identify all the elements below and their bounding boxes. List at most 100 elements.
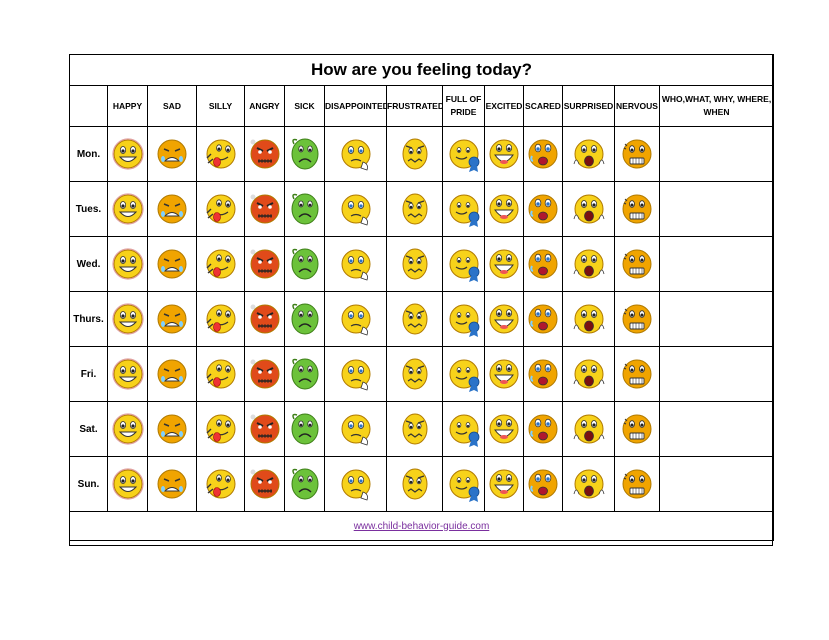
face-cell[interactable]	[386, 181, 443, 237]
face-cell[interactable]	[147, 126, 197, 182]
face-cell[interactable]	[562, 456, 615, 512]
face-cell[interactable]	[562, 181, 615, 237]
face-cell[interactable]	[284, 126, 325, 182]
face-cell[interactable]	[614, 401, 660, 457]
face-cell[interactable]	[107, 236, 148, 292]
notes-cell[interactable]	[658, 291, 775, 347]
surprised-face-icon	[564, 409, 614, 449]
face-cell[interactable]	[324, 181, 387, 237]
face-cell[interactable]	[196, 291, 245, 347]
face-cell[interactable]	[244, 236, 285, 292]
face-cell[interactable]	[484, 236, 524, 292]
face-cell[interactable]	[523, 346, 563, 402]
face-cell[interactable]	[523, 456, 563, 512]
face-cell[interactable]	[196, 401, 245, 457]
face-cell[interactable]	[484, 291, 524, 347]
face-cell[interactable]	[442, 291, 485, 347]
face-cell[interactable]	[442, 456, 485, 512]
face-cell[interactable]	[484, 346, 524, 402]
face-cell[interactable]	[523, 236, 563, 292]
notes-cell[interactable]	[658, 126, 775, 182]
face-cell[interactable]	[442, 401, 485, 457]
face-cell[interactable]	[523, 126, 563, 182]
notes-cell[interactable]	[658, 401, 775, 457]
face-cell[interactable]	[442, 346, 485, 402]
face-cell[interactable]	[324, 456, 387, 512]
angry-face-icon	[246, 299, 284, 339]
face-cell[interactable]	[562, 346, 615, 402]
face-cell[interactable]	[324, 346, 387, 402]
face-cell[interactable]	[284, 346, 325, 402]
frustrated-face-icon	[388, 134, 442, 174]
face-cell[interactable]	[324, 291, 387, 347]
face-cell[interactable]	[196, 236, 245, 292]
face-cell[interactable]	[484, 456, 524, 512]
face-cell[interactable]	[107, 291, 148, 347]
face-cell[interactable]	[147, 401, 197, 457]
face-cell[interactable]	[244, 456, 285, 512]
face-cell[interactable]	[523, 291, 563, 347]
frustrated-face-icon	[388, 354, 442, 394]
face-cell[interactable]	[147, 291, 197, 347]
face-cell[interactable]	[107, 346, 148, 402]
face-cell[interactable]	[442, 126, 485, 182]
face-cell[interactable]	[244, 346, 285, 402]
face-cell[interactable]	[386, 456, 443, 512]
face-cell[interactable]	[614, 456, 660, 512]
face-cell[interactable]	[442, 181, 485, 237]
face-cell[interactable]	[244, 291, 285, 347]
notes-cell[interactable]	[658, 346, 775, 402]
face-cell[interactable]	[523, 401, 563, 457]
proud-ribbon-face-icon	[444, 464, 484, 504]
face-cell[interactable]	[386, 346, 443, 402]
face-cell[interactable]	[147, 236, 197, 292]
face-cell[interactable]	[284, 456, 325, 512]
face-cell[interactable]	[386, 126, 443, 182]
face-cell[interactable]	[244, 126, 285, 182]
face-cell[interactable]	[284, 291, 325, 347]
face-cell[interactable]	[614, 126, 660, 182]
face-cell[interactable]	[484, 181, 524, 237]
face-cell[interactable]	[244, 181, 285, 237]
face-cell[interactable]	[523, 181, 563, 237]
face-cell[interactable]	[562, 236, 615, 292]
face-cell[interactable]	[196, 181, 245, 237]
face-cell[interactable]	[324, 126, 387, 182]
face-cell[interactable]	[324, 236, 387, 292]
face-cell[interactable]	[196, 456, 245, 512]
face-cell[interactable]	[107, 401, 148, 457]
face-cell[interactable]	[442, 236, 485, 292]
face-cell[interactable]	[562, 291, 615, 347]
face-cell[interactable]	[562, 126, 615, 182]
face-cell[interactable]	[484, 401, 524, 457]
face-cell[interactable]	[284, 401, 325, 457]
face-cell[interactable]	[196, 126, 245, 182]
face-cell[interactable]	[107, 456, 148, 512]
face-cell[interactable]	[284, 236, 325, 292]
notes-cell[interactable]	[658, 456, 775, 512]
face-cell[interactable]	[107, 181, 148, 237]
face-cell[interactable]	[562, 401, 615, 457]
face-cell[interactable]	[107, 126, 148, 182]
face-cell[interactable]	[386, 236, 443, 292]
face-cell[interactable]	[147, 181, 197, 237]
face-cell[interactable]	[244, 401, 285, 457]
face-cell[interactable]	[614, 181, 660, 237]
face-cell[interactable]	[614, 291, 660, 347]
sad-crying-face-icon	[149, 134, 196, 174]
face-cell[interactable]	[484, 126, 524, 182]
face-cell[interactable]	[284, 181, 325, 237]
face-cell[interactable]	[147, 456, 197, 512]
face-cell[interactable]	[324, 401, 387, 457]
disappointed-face-icon	[326, 464, 386, 504]
notes-cell[interactable]	[658, 181, 775, 237]
excited-face-icon	[486, 134, 523, 174]
face-cell[interactable]	[147, 346, 197, 402]
face-cell[interactable]	[196, 346, 245, 402]
face-cell[interactable]	[386, 291, 443, 347]
face-cell[interactable]	[386, 401, 443, 457]
notes-cell[interactable]	[658, 236, 775, 292]
website-link[interactable]: www.child-behavior-guide.com	[353, 520, 490, 532]
face-cell[interactable]	[614, 346, 660, 402]
face-cell[interactable]	[614, 236, 660, 292]
